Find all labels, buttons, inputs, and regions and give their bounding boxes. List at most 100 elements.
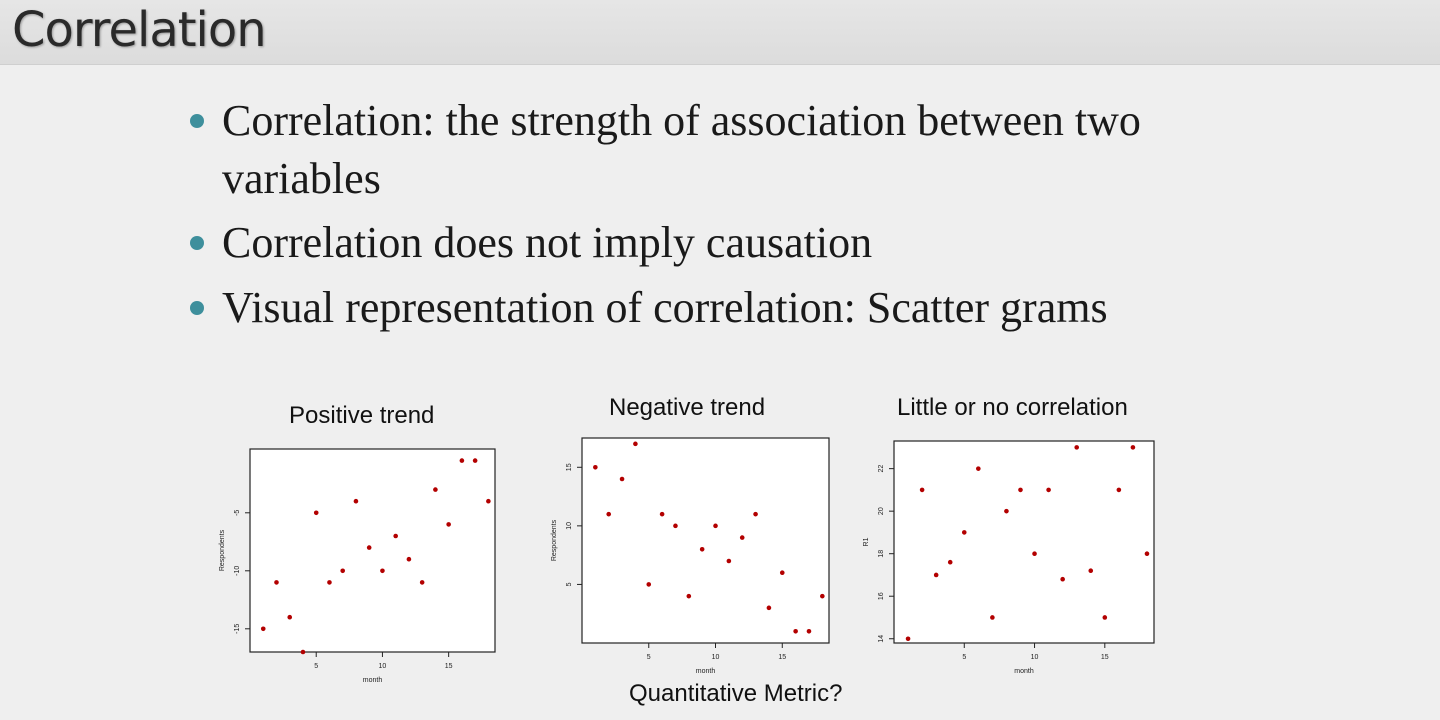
data-point <box>633 441 638 447</box>
data-point <box>1004 508 1009 514</box>
data-point <box>287 614 293 620</box>
y-tick-label: -10 <box>234 566 241 576</box>
data-point <box>353 498 359 504</box>
x-axis-label: month <box>696 668 716 675</box>
x-tick-label: 15 <box>778 654 786 661</box>
data-point <box>933 572 939 578</box>
y-tick-label: -5 <box>234 510 241 516</box>
data-point <box>1144 551 1150 556</box>
data-point <box>1032 551 1037 556</box>
data-point <box>1130 445 1136 450</box>
data-point <box>406 556 412 562</box>
data-point <box>327 580 332 585</box>
x-tick-label: 15 <box>445 663 453 670</box>
footer-question: Quantitative Metric? <box>629 680 843 707</box>
data-point <box>713 523 718 529</box>
y-axis-label: Respondents <box>219 529 226 571</box>
data-point <box>472 458 478 463</box>
bullet-dot-icon <box>190 236 204 250</box>
y-axis-label: Respondents <box>551 519 558 561</box>
data-point <box>961 530 967 535</box>
data-point <box>274 580 279 585</box>
data-point <box>366 545 372 550</box>
data-point <box>1060 576 1065 582</box>
data-point <box>1116 487 1122 493</box>
data-point <box>459 458 465 463</box>
data-point <box>1102 615 1108 620</box>
data-point <box>606 511 612 517</box>
bullet-text: Correlation: the strength of association… <box>222 96 1141 145</box>
plot-frame <box>893 440 1155 644</box>
data-point <box>486 498 491 504</box>
bullet-item: Visual representation of correlation: Sc… <box>190 279 1108 337</box>
data-point <box>1088 568 1094 574</box>
data-point <box>419 580 425 585</box>
chart-title-no-correlation: Little or no correlation <box>897 394 1128 421</box>
y-tick-label: -15 <box>234 624 241 634</box>
x-axis-label: month <box>363 677 383 684</box>
data-point <box>646 582 652 587</box>
data-point <box>686 593 692 599</box>
data-point <box>905 636 911 642</box>
title-bar: Correlation <box>0 0 1440 65</box>
x-tick-label: 15 <box>1101 654 1109 661</box>
data-point <box>380 568 385 574</box>
data-point <box>820 593 825 599</box>
data-point <box>753 511 758 517</box>
data-point <box>947 559 953 565</box>
plot-frame <box>581 437 830 644</box>
y-tick-label: 22 <box>878 465 885 473</box>
data-point <box>766 605 772 611</box>
chart-title-negative: Negative trend <box>609 394 766 421</box>
chart-title-positive: Positive trend <box>289 402 435 429</box>
data-point <box>699 546 705 552</box>
y-tick-label: 15 <box>566 463 573 471</box>
data-point <box>313 510 319 516</box>
bullet-dot-icon <box>190 114 204 128</box>
data-point <box>673 523 678 529</box>
data-point <box>393 533 398 539</box>
bullet-text-continued: variables <box>222 154 381 203</box>
y-tick-label: 16 <box>878 592 885 600</box>
data-point <box>806 628 812 634</box>
bullet-item: Correlation: the strength of association… <box>190 92 1141 208</box>
x-tick-label: 5 <box>314 663 318 670</box>
data-point <box>739 535 745 540</box>
bullet-item: Correlation does not imply causation <box>190 214 872 272</box>
y-tick-label: 20 <box>878 507 885 515</box>
data-point <box>446 522 451 527</box>
x-tick-label: 5 <box>647 654 651 661</box>
data-point <box>340 568 346 574</box>
x-axis-label: month <box>1014 668 1034 675</box>
x-tick-label: 10 <box>1031 654 1039 661</box>
data-point <box>1018 487 1023 493</box>
data-point <box>1046 487 1051 493</box>
y-tick-label: 18 <box>878 550 885 558</box>
y-tick-label: 14 <box>878 635 885 643</box>
x-tick-label: 10 <box>712 654 720 661</box>
data-point <box>619 476 625 482</box>
data-point <box>990 615 995 620</box>
data-point <box>793 628 798 634</box>
data-point <box>976 466 981 471</box>
bullet-text: Correlation does not imply causation <box>222 218 873 267</box>
x-tick-label: 10 <box>379 663 387 670</box>
data-point <box>726 558 732 564</box>
slide-title: Correlation <box>12 2 267 58</box>
data-point <box>300 649 306 655</box>
data-point <box>433 487 438 492</box>
bullet-dot-icon <box>190 301 204 315</box>
data-point <box>593 464 598 470</box>
data-point <box>1074 445 1080 450</box>
bullet-text: Visual representation of correlation: Sc… <box>222 283 1108 332</box>
data-point <box>659 511 665 517</box>
data-point <box>919 487 925 493</box>
y-axis-label: R1 <box>863 537 870 546</box>
x-tick-label: 5 <box>962 654 966 661</box>
data-point <box>779 570 785 576</box>
y-tick-label: 10 <box>566 522 573 530</box>
y-tick-label: 5 <box>566 582 573 586</box>
